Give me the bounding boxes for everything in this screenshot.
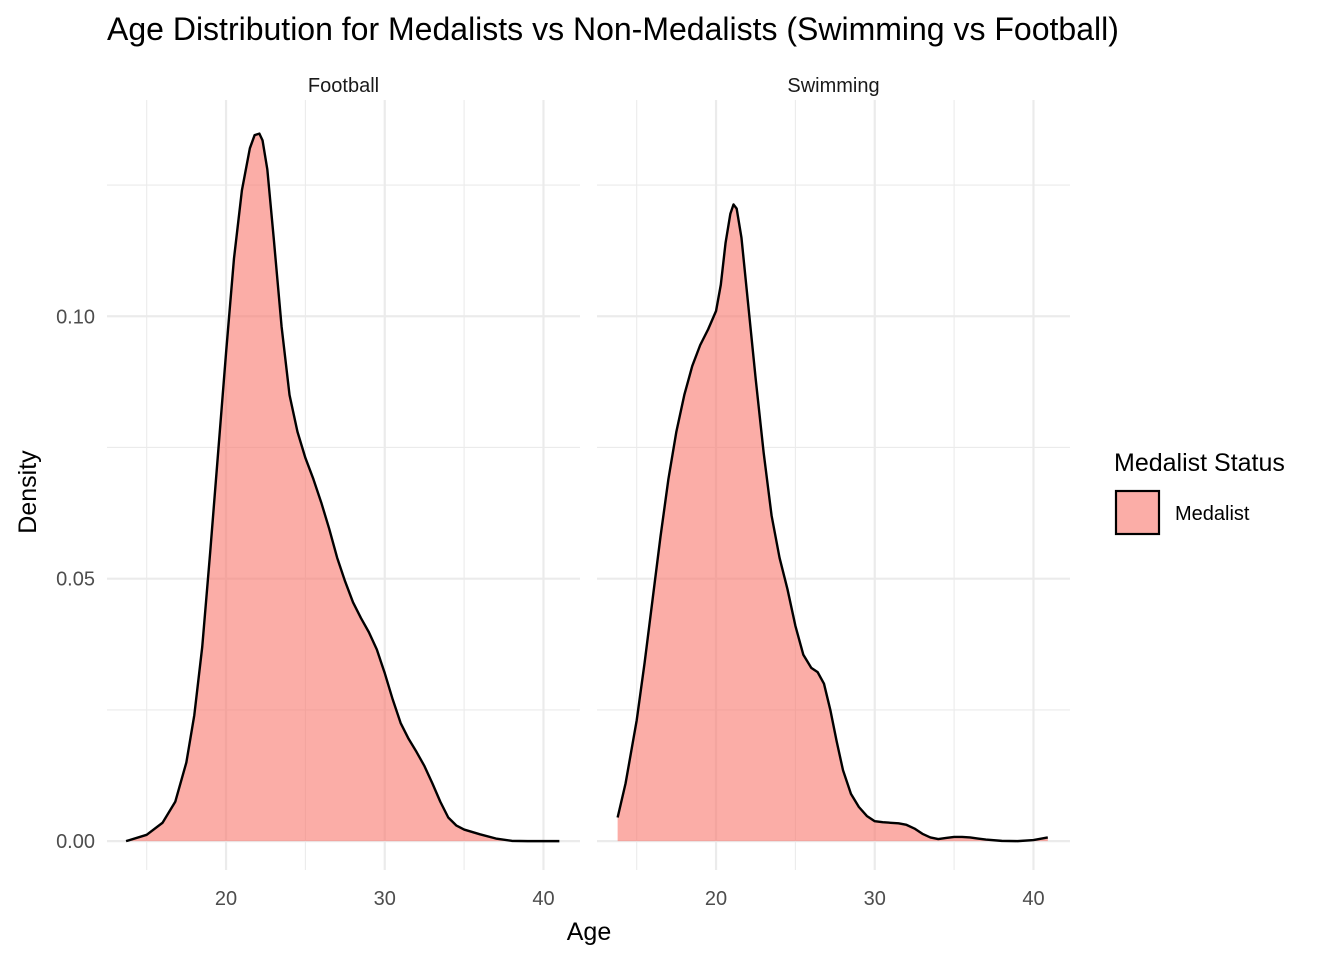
facet-label-swimming: Swimming <box>787 75 879 97</box>
y-tick-label: 0.10 <box>56 306 95 328</box>
x-tick-label: 30 <box>374 888 396 910</box>
legend-key-medalist <box>1114 489 1161 536</box>
y-tick-label: 0.00 <box>56 831 95 853</box>
y-tick-label: 0.05 <box>56 569 95 591</box>
x-tick-label: 40 <box>1022 888 1044 910</box>
panel-football: Football 20 30 40 <box>107 75 580 910</box>
panel-swimming: Swimming 20 30 40 <box>597 75 1070 910</box>
legend: Medalist Status Medalist <box>1114 449 1285 536</box>
x-tick-label: 20 <box>705 888 727 910</box>
facet-panels: Football 20 30 40 Swimming 20 30 40 0.00 0.05 0.10 <box>56 75 1070 910</box>
facet-label-football: Football <box>308 75 379 97</box>
x-tick-label: 20 <box>215 888 237 910</box>
y-axis-title: Density <box>14 450 42 534</box>
density-area-football <box>126 133 560 842</box>
x-tick-label: 30 <box>864 888 886 910</box>
density-line-football <box>125 132 560 843</box>
x-axis-title: Age <box>567 918 611 946</box>
x-tick-label: 40 <box>532 888 554 910</box>
legend-title: Medalist Status <box>1114 449 1285 477</box>
density-area-swimming <box>617 204 1048 842</box>
density-line-swimming <box>616 203 1048 843</box>
chart-title: Age Distribution for Medalists vs Non-Me… <box>107 11 1119 47</box>
legend-label-medalist: Medalist <box>1175 503 1250 525</box>
